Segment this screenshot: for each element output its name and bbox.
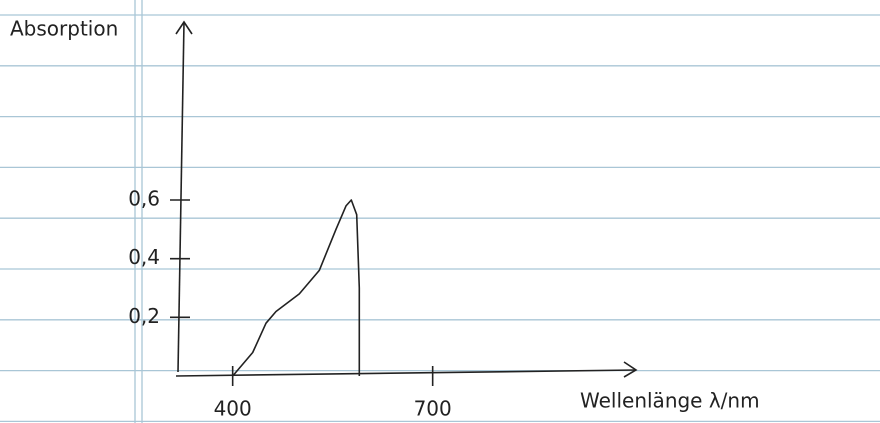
y-axis-arrow [175, 20, 193, 35]
x-axis-label: Wellenlänge λ/nm [580, 389, 760, 413]
y-axis-label: Absorption [10, 17, 118, 41]
y-tick-label: 0,4 [128, 245, 160, 269]
x-tick-label: 400 [214, 397, 252, 421]
x-tick-label: 700 [414, 397, 452, 421]
y-axis [177, 21, 185, 373]
spectrum-line [232, 199, 361, 377]
y-tick-label: 0,2 [128, 304, 160, 328]
x-axis-arrow [623, 361, 638, 378]
x-axis [175, 369, 637, 377]
y-tick-label: 0,6 [128, 187, 160, 211]
